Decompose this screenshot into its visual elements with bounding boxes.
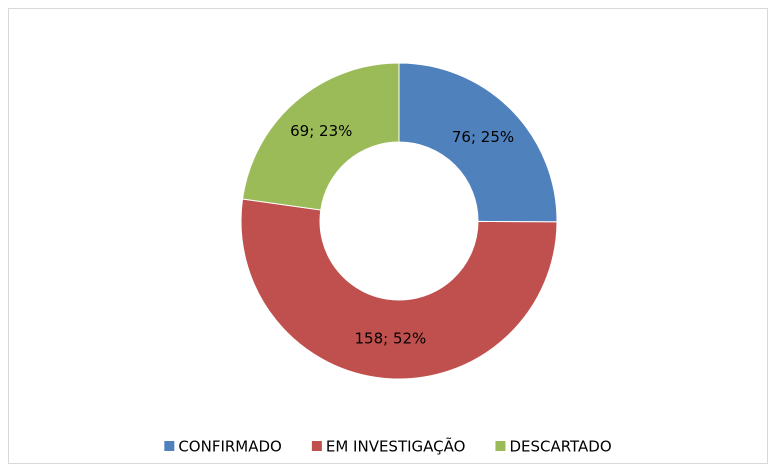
legend-label: EM INVESTIGAÇÃO: [326, 437, 466, 456]
data-label: 158; 52%: [355, 330, 427, 348]
data-label: 69; 23%: [290, 122, 352, 140]
donut-segment: [398, 62, 558, 223]
legend-swatch: [495, 441, 506, 451]
legend-label: DESCARTADO: [509, 438, 611, 456]
donut-segment: [241, 62, 400, 211]
legend-label: CONFIRMADO: [178, 438, 282, 456]
donut-segment: [240, 198, 558, 380]
legend-swatch: [164, 441, 175, 451]
legend-swatch: [311, 441, 322, 451]
data-label: 76; 25%: [452, 128, 514, 146]
